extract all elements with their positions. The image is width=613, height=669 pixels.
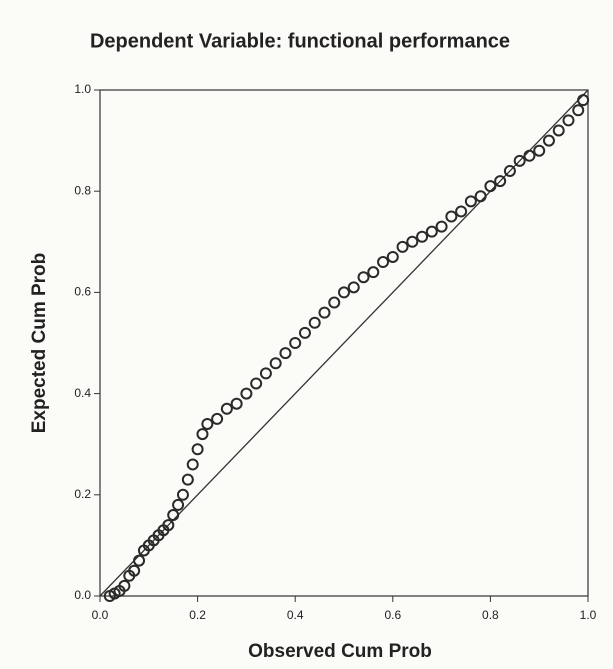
- point: [186, 458, 199, 471]
- point: [377, 256, 390, 269]
- x-tick-label: 0.2: [189, 608, 206, 622]
- point: [196, 428, 209, 441]
- point: [455, 205, 468, 218]
- point: [201, 417, 214, 430]
- point: [259, 367, 272, 380]
- point: [562, 114, 575, 127]
- point: [128, 564, 141, 577]
- point: [406, 235, 419, 248]
- x-axis-label: Observed Cum Prob: [248, 641, 432, 662]
- y-tick-label: 0.0: [74, 588, 91, 602]
- point: [211, 412, 224, 425]
- y-tick-label: 0.2: [74, 487, 91, 501]
- point: [533, 144, 546, 157]
- point: [318, 306, 331, 319]
- point: [474, 190, 487, 203]
- point: [298, 326, 311, 339]
- point: [445, 210, 458, 223]
- x-tick-label: 0.4: [287, 608, 304, 622]
- point: [289, 337, 302, 349]
- x-tick-label: 1.0: [580, 608, 597, 622]
- point: [328, 296, 341, 309]
- point: [425, 225, 438, 238]
- plot-frame: [99, 89, 589, 597]
- point: [162, 519, 175, 532]
- chart-title: Dependent Variable: functional performan…: [90, 30, 510, 52]
- point: [435, 220, 448, 233]
- point: [240, 387, 253, 400]
- point: [494, 175, 507, 188]
- point: [542, 134, 555, 147]
- point: [396, 240, 409, 253]
- point: [191, 443, 204, 456]
- y-tick-label: 0.6: [74, 285, 91, 299]
- point: [172, 498, 185, 511]
- point: [118, 579, 131, 592]
- point: [279, 347, 292, 360]
- y-tick-label: 0.8: [74, 183, 91, 197]
- point: [386, 250, 399, 263]
- point: [250, 377, 263, 390]
- y-axis-label: Expected Cum Prob: [29, 253, 50, 434]
- point: [357, 271, 370, 284]
- point: [513, 154, 526, 167]
- point: [464, 195, 477, 208]
- point: [181, 473, 194, 486]
- point: [523, 149, 536, 162]
- point: [133, 554, 146, 567]
- x-tick-label: 0.0: [92, 608, 109, 622]
- point: [167, 509, 180, 522]
- point: [577, 94, 590, 107]
- x-tick-label: 0.6: [384, 608, 401, 622]
- point: [367, 266, 380, 279]
- point: [269, 357, 282, 370]
- x-tick-label: 0.8: [482, 608, 499, 622]
- y-tick-label: 0.4: [74, 386, 91, 400]
- point: [552, 124, 565, 137]
- point: [308, 316, 321, 329]
- point: [503, 164, 516, 177]
- point: [230, 397, 243, 410]
- point: [176, 488, 189, 501]
- point: [220, 402, 233, 415]
- point: [347, 281, 360, 294]
- point: [416, 230, 429, 243]
- point: [484, 180, 497, 193]
- point: [338, 286, 350, 299]
- point: [572, 104, 585, 117]
- y-tick-label: 1.0: [74, 82, 91, 96]
